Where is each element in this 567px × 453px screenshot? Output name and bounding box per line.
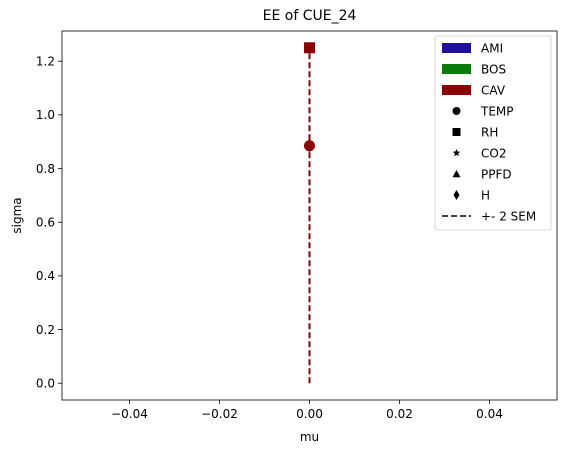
legend-swatch-bos [442, 64, 471, 74]
legend-label-co2: CO2 [481, 146, 506, 160]
legend-label-ami: AMI [481, 41, 503, 55]
legend-label-rh: RH [481, 125, 498, 139]
x-tick-label: −0.02 [201, 407, 238, 421]
y-tick-label: 0.6 [36, 216, 55, 230]
legend-marker-co2 [452, 149, 461, 157]
legend-frame [434, 35, 552, 231]
legend: AMI BOS CAV TEMP RH CO2 PPFD H +- 2 SEM [434, 35, 552, 231]
y-tick-label: 1.0 [36, 108, 55, 122]
x-tick-label: 0.04 [476, 407, 503, 421]
legend-marker-rh [452, 128, 461, 136]
legend-marker-temp [452, 107, 461, 115]
data-point-cav-h [305, 138, 314, 153]
legend-swatch-cav [442, 85, 471, 95]
legend-label-cav: CAV [481, 83, 506, 97]
x-tick-label: −0.04 [111, 407, 148, 421]
data-point-cav-rh [304, 42, 315, 54]
legend-items: AMI BOS CAV TEMP RH CO2 PPFD H +- 2 SEM [442, 41, 536, 223]
legend-label-sem: +- 2 SEM [481, 209, 536, 223]
y-tick-label: 0.8 [36, 162, 55, 176]
x-tick-label: 0.00 [296, 407, 323, 421]
legend-label-bos: BOS [481, 62, 506, 76]
chart-title: EE of CUE_24 [263, 8, 357, 24]
legend-label-ppfd: PPFD [481, 167, 512, 181]
x-axis-ticks: −0.04 −0.02 0.00 0.02 0.04 [111, 400, 503, 421]
y-tick-label: 0.0 [36, 377, 55, 391]
y-axis-label: sigma [10, 197, 24, 233]
x-axis-label: mu [300, 430, 319, 444]
y-tick-label: 0.2 [36, 323, 55, 337]
x-tick-label: 0.02 [386, 407, 413, 421]
legend-label-temp: TEMP [480, 104, 514, 118]
y-tick-label: 1.2 [36, 54, 55, 68]
legend-marker-h [453, 190, 460, 200]
y-axis-ticks: 0.0 0.2 0.4 0.6 0.8 1.0 1.2 [36, 54, 62, 391]
y-tick-label: 0.4 [36, 269, 55, 283]
legend-swatch-ami [442, 43, 471, 53]
data-points [304, 42, 315, 153]
legend-label-h: H [481, 188, 490, 202]
legend-marker-ppfd [452, 170, 461, 178]
